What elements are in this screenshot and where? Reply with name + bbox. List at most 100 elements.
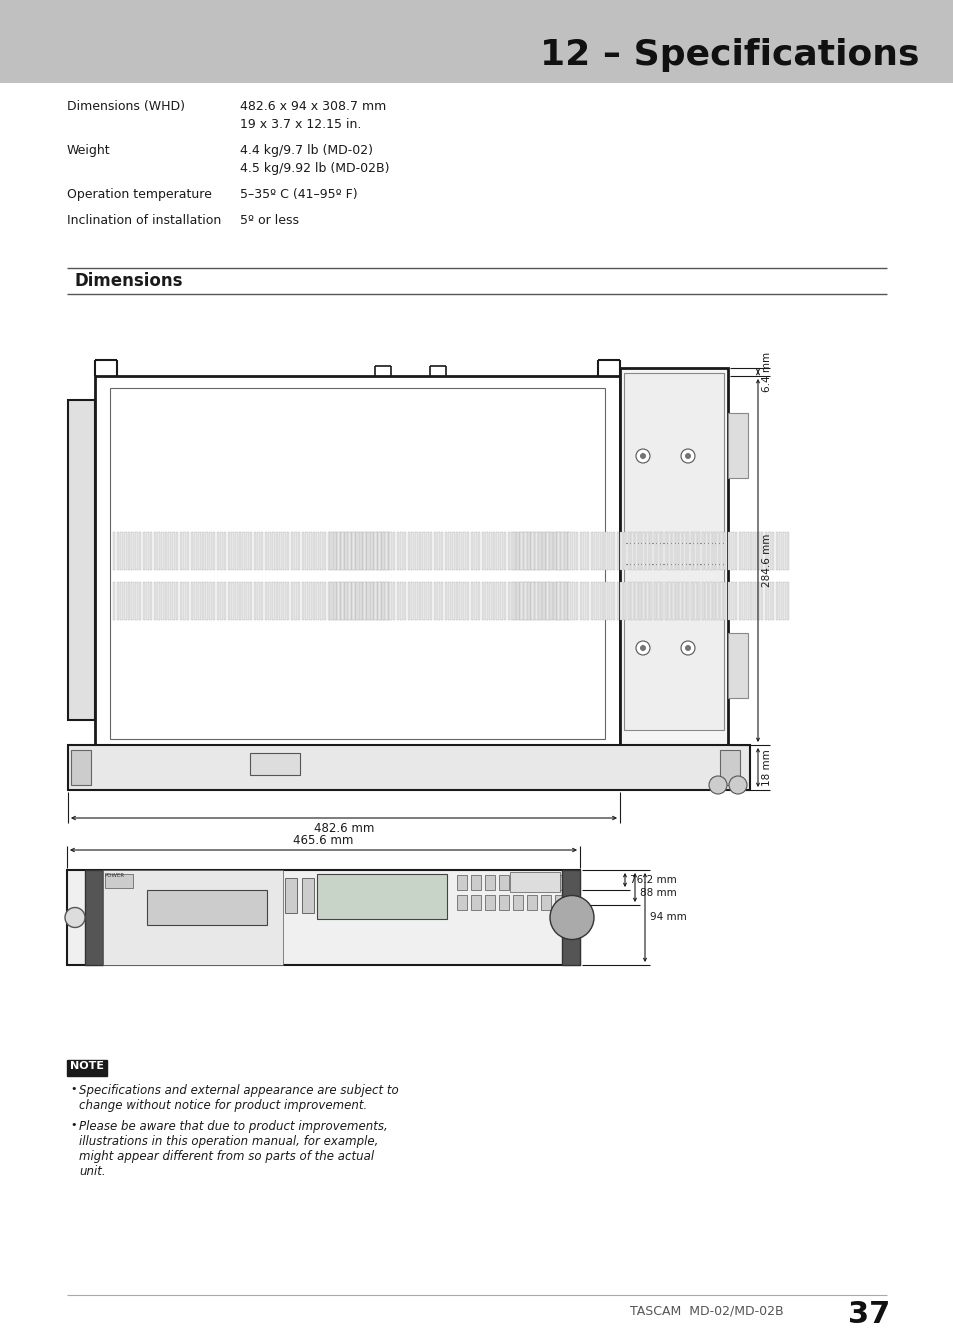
Bar — [609, 532, 611, 570]
Bar — [664, 532, 666, 570]
Bar — [272, 532, 274, 570]
Bar — [228, 532, 230, 570]
Bar — [757, 582, 759, 620]
Text: might appear different from so parts of the actual: might appear different from so parts of … — [79, 1150, 374, 1164]
Bar — [116, 532, 119, 570]
Bar — [553, 532, 556, 570]
Bar — [738, 532, 740, 570]
Bar — [641, 532, 644, 570]
Bar — [708, 532, 711, 570]
Bar — [124, 582, 127, 620]
Bar — [356, 532, 359, 570]
Bar — [187, 582, 190, 620]
Circle shape — [685, 454, 690, 458]
Bar — [579, 532, 581, 570]
Bar — [430, 532, 432, 570]
Bar — [411, 582, 414, 620]
Bar — [246, 582, 249, 620]
Bar — [309, 532, 312, 570]
Text: 88 mm: 88 mm — [639, 888, 676, 897]
Bar — [594, 532, 597, 570]
Bar — [279, 582, 282, 620]
Bar — [355, 582, 358, 620]
Bar — [232, 532, 233, 570]
Bar — [782, 532, 784, 570]
Bar — [338, 582, 341, 620]
Bar — [139, 582, 141, 620]
Bar — [484, 894, 495, 911]
Bar — [498, 874, 509, 890]
Bar — [753, 532, 755, 570]
Bar — [377, 532, 380, 570]
Bar — [324, 532, 326, 570]
Bar — [434, 582, 436, 620]
Bar — [586, 532, 589, 570]
Text: 5–35º C (41–95º F): 5–35º C (41–95º F) — [240, 187, 357, 201]
Bar — [612, 532, 615, 570]
Bar — [261, 582, 263, 620]
Bar — [559, 757, 565, 763]
Bar — [0, 0, 953, 83]
Bar — [316, 582, 318, 620]
Bar — [344, 532, 347, 570]
Bar — [753, 582, 755, 620]
Bar — [375, 582, 377, 620]
Bar — [320, 582, 322, 620]
Bar — [348, 532, 351, 570]
Circle shape — [636, 641, 649, 655]
Bar — [474, 582, 476, 620]
Bar — [272, 582, 274, 620]
Circle shape — [561, 908, 581, 928]
Bar — [619, 582, 622, 620]
Bar — [440, 532, 443, 570]
Text: •: • — [70, 1119, 76, 1130]
Bar — [191, 582, 193, 620]
Bar — [415, 582, 417, 620]
Bar — [324, 582, 326, 620]
Bar — [513, 582, 515, 620]
Bar — [238, 532, 241, 570]
Bar — [533, 582, 536, 620]
Bar — [738, 582, 740, 620]
Bar — [679, 582, 681, 620]
Text: 76.2 mm: 76.2 mm — [629, 874, 676, 885]
Bar — [557, 582, 559, 620]
Bar — [605, 532, 607, 570]
Bar — [493, 582, 495, 620]
Bar — [305, 532, 308, 570]
Bar — [544, 532, 546, 570]
Bar — [285, 878, 296, 913]
Bar — [161, 532, 163, 570]
Bar — [242, 532, 245, 570]
Bar — [354, 532, 355, 570]
Bar — [548, 532, 550, 570]
Bar — [341, 532, 343, 570]
Bar — [355, 532, 358, 570]
Bar — [518, 532, 520, 570]
Bar — [334, 532, 335, 570]
Bar — [558, 532, 561, 570]
Bar — [396, 532, 398, 570]
Bar — [403, 532, 406, 570]
Bar — [723, 532, 725, 570]
Bar — [582, 532, 585, 570]
Bar — [518, 582, 520, 620]
Bar — [576, 582, 578, 620]
Bar — [216, 532, 219, 570]
Bar — [363, 532, 365, 570]
Bar — [517, 532, 518, 570]
Bar — [305, 582, 308, 620]
Bar — [767, 532, 770, 570]
Bar — [348, 582, 351, 620]
Bar — [335, 582, 337, 620]
Text: Weight: Weight — [67, 145, 111, 157]
Bar — [493, 532, 495, 570]
Bar — [523, 582, 526, 620]
Bar — [452, 532, 455, 570]
Bar — [675, 582, 678, 620]
Bar — [179, 532, 182, 570]
Text: change without notice for product improvement.: change without notice for product improv… — [79, 1099, 367, 1111]
Bar — [511, 532, 514, 570]
Bar — [359, 757, 366, 763]
Bar — [147, 890, 267, 925]
